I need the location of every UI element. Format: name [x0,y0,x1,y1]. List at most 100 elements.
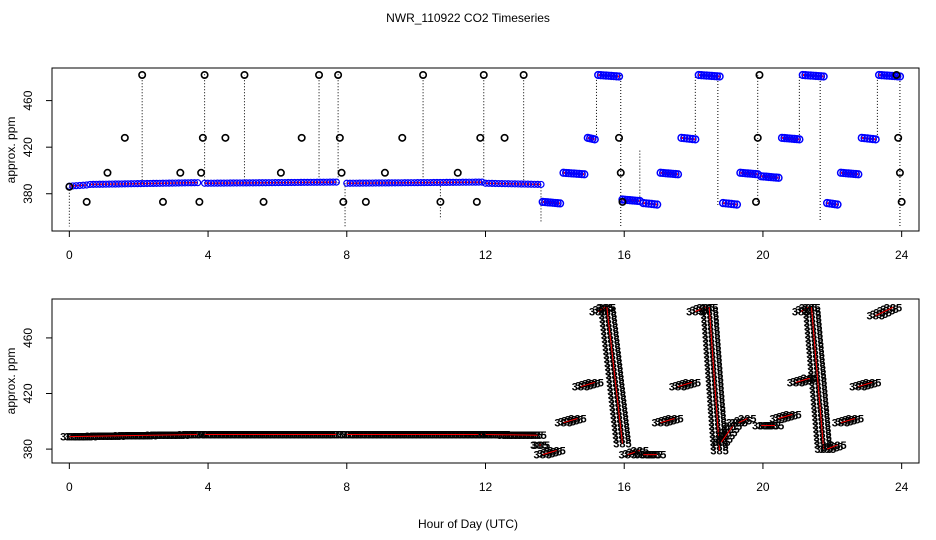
y-tick-label: 420 [21,137,35,157]
series-line [795,377,810,383]
point-label: 385 [561,416,579,428]
point-label: 385 [303,430,321,442]
point-label: 385 [433,430,451,442]
point-label: 385 [346,430,364,442]
data-point [732,200,742,209]
point-label: 385 [104,431,122,443]
point-label: 385 [534,450,552,462]
point-label: 385 [76,431,94,443]
data-point [537,180,545,189]
data-point [194,179,202,187]
point-label: 385 [724,421,742,433]
point-label: 385 [776,411,794,423]
point-label: 385 [884,302,902,314]
point-label: 385 [461,430,479,442]
point-label: 385 [679,378,697,390]
series-line [485,434,538,436]
point-label: 385 [453,430,471,442]
point-label: 385 [721,424,739,436]
data-point [721,199,730,208]
point-label: 385 [287,430,305,442]
point-label: 385 [766,420,784,432]
series-line [810,307,825,450]
point-label: 385 [752,420,770,432]
point-label: 385 [537,449,555,461]
point-label: 385 [437,430,455,442]
point-label: 385 [361,430,379,442]
point-label: 385 [787,377,805,389]
series-line [840,418,855,424]
point-label: 385 [665,414,683,426]
outlier-point [616,168,625,177]
data-point [614,72,624,81]
outlier-point [398,133,407,142]
data-point [72,182,80,190]
point-label: 385 [658,416,676,428]
outlier-point [752,197,761,206]
point-label: 385 [299,430,317,442]
point-label: 385 [389,430,407,442]
outlier-point [380,168,389,177]
point-label: 385 [842,415,860,427]
point-label: 385 [323,430,341,442]
data-point [724,199,733,208]
data-point [69,182,77,190]
point-label: 385 [315,430,333,442]
outlier-point [339,197,348,206]
point-label: 385 [492,430,510,442]
data-point [795,135,804,144]
x-axis-label: Hour of Day (UTC) [418,517,518,531]
x-tick-label: 4 [205,248,212,262]
point-label: 385 [516,430,534,442]
data-point [475,178,483,186]
outlier-point [335,133,344,142]
point-label: 385 [112,431,130,443]
point-label: 385 [421,430,439,442]
point-label: 385 [116,431,134,443]
x-tick-label: 0 [66,480,73,494]
outlier-point [120,133,129,142]
point-label: 385 [140,430,158,442]
data-point [647,199,656,209]
point-label: 385 [211,430,229,442]
data-point [688,134,697,144]
series-line [826,444,838,450]
bottom-panel-plot-area: 3853853853853853853853853853853853853853… [60,302,902,461]
outlier-point [472,197,481,206]
point-label: 385 [263,430,281,442]
outlier-point [176,168,185,177]
point-label: 385 [291,430,309,442]
bottom-x-ticks: 0 4 8 12 16 20 24 [66,463,909,494]
point-label: 385 [64,432,82,444]
point-label: 385 [484,430,502,442]
top-panel-plot-area [65,70,906,227]
point-label: 385 [88,431,106,443]
point-label: 385 [377,430,395,442]
series-line [708,307,721,451]
x-tick-label: 24 [895,248,909,262]
outlier-point [276,168,285,177]
point-label: 385 [279,430,297,442]
data-point [644,199,653,208]
point-label: 385 [195,430,213,442]
point-label: 385 [780,410,798,422]
x-tick-label: 20 [756,480,770,494]
point-label: 385 [100,431,118,443]
outlier-point [221,133,230,142]
point-label: 385 [828,440,846,452]
point-label: 385 [357,430,375,442]
point-label: 385 [712,437,730,449]
point-label: 385 [311,430,329,442]
point-label: 385 [156,430,174,442]
point-label: 385 [613,439,631,451]
outlier-point [892,70,901,79]
bottom-y-axis-label: approx. ppm [4,348,18,415]
point-label: 385 [92,431,110,443]
x-tick-label: 0 [66,248,73,262]
data-point [860,134,869,143]
point-label: 385 [672,381,690,393]
data-point [680,134,689,143]
outlier-point [500,133,509,142]
point-label: 385 [643,450,661,462]
outlier-point [297,133,306,142]
